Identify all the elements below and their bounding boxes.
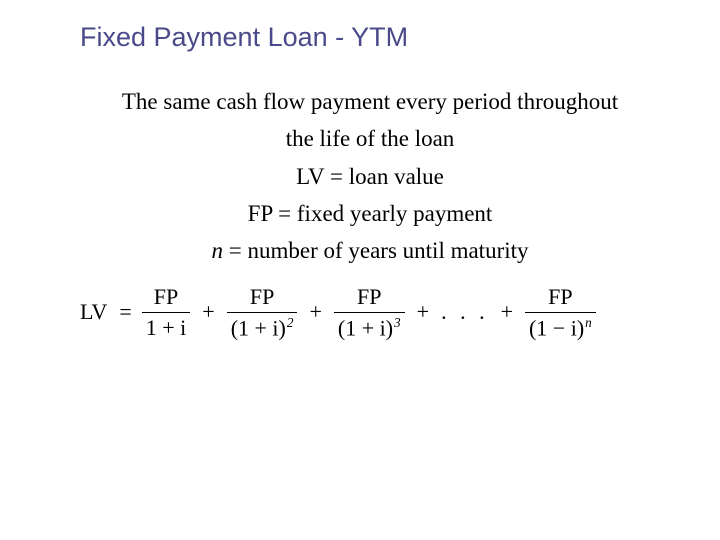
- def-n-eq: =: [223, 238, 247, 263]
- term-n-den: (1 − i)n: [525, 312, 596, 341]
- term-2-num: FP: [246, 284, 278, 312]
- term-1: FP 1 + i: [142, 284, 191, 341]
- term-3: FP (1 + i)3: [334, 284, 405, 341]
- term-1-den-text: 1 + i: [146, 315, 187, 340]
- term-3-den-base: (1 + i): [338, 315, 393, 340]
- def-lv-eq: =: [324, 164, 348, 189]
- definition-n: n = number of years until maturity: [80, 234, 660, 267]
- term-3-num: FP: [353, 284, 385, 312]
- formula: LV = FP 1 + i + FP (1 + i)2 + FP (1 + i)…: [80, 284, 660, 341]
- definition-fp: FP = fixed yearly payment: [80, 197, 660, 230]
- text-line-2: the life of the loan: [80, 122, 660, 155]
- term-n-num: FP: [544, 284, 576, 312]
- ellipsis: . . .: [441, 299, 489, 325]
- slide-title: Fixed Payment Loan - YTM: [80, 22, 660, 53]
- def-lv-rhs: loan value: [349, 164, 444, 189]
- definition-lv: LV = loan value: [80, 160, 660, 193]
- plus-3: +: [415, 299, 431, 325]
- term-n-exp: n: [585, 315, 592, 330]
- term-2-exp: 2: [287, 315, 294, 330]
- term-1-num: FP: [150, 284, 182, 312]
- def-fp-lhs: FP: [248, 201, 273, 226]
- def-n-rhs: number of years until maturity: [247, 238, 528, 263]
- formula-eq: =: [119, 299, 131, 325]
- formula-lhs: LV: [80, 299, 109, 325]
- plus-2: +: [307, 299, 323, 325]
- term-3-exp: 3: [394, 315, 401, 330]
- term-2-den: (1 + i)2: [227, 312, 298, 341]
- def-fp-rhs: fixed yearly payment: [297, 201, 492, 226]
- plus-4: +: [499, 299, 515, 325]
- term-n: FP (1 − i)n: [525, 284, 596, 341]
- slide-body: The same cash flow payment every period …: [80, 85, 660, 268]
- def-n-lhs: n: [211, 238, 223, 263]
- def-lv-lhs: LV: [296, 164, 324, 189]
- term-1-den: 1 + i: [142, 312, 191, 341]
- def-fp-eq: =: [272, 201, 296, 226]
- text-line-1: The same cash flow payment every period …: [80, 85, 660, 118]
- term-3-den: (1 + i)3: [334, 312, 405, 341]
- term-2: FP (1 + i)2: [227, 284, 298, 341]
- term-2-den-base: (1 + i): [231, 315, 286, 340]
- plus-1: +: [200, 299, 216, 325]
- term-n-den-base: (1 − i): [529, 315, 584, 340]
